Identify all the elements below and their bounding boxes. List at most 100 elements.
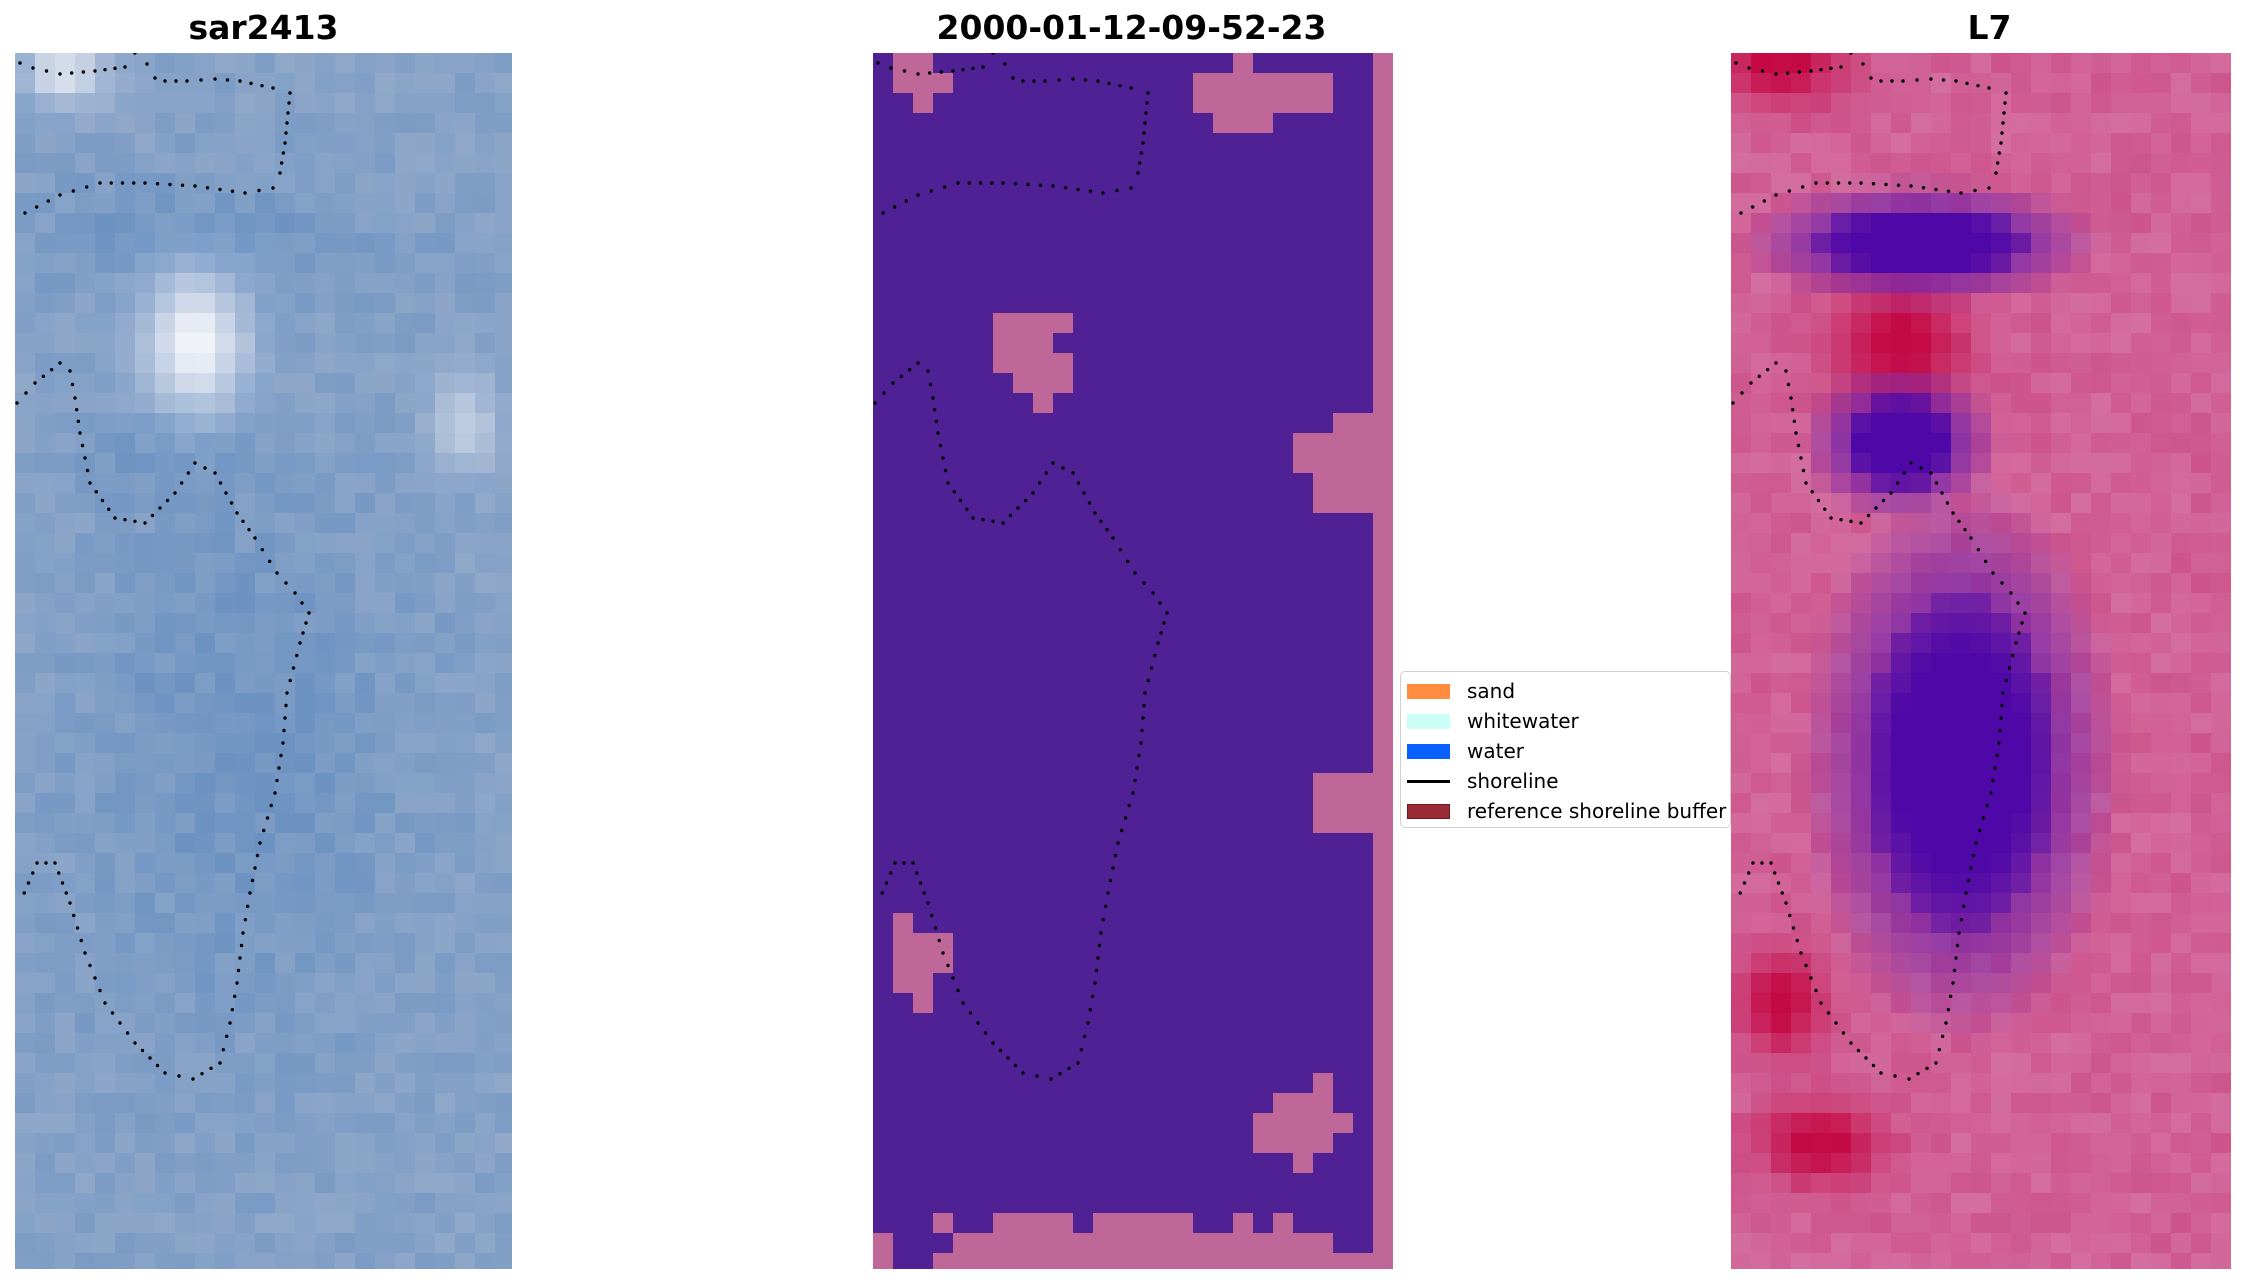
index-pixel (2151, 593, 2171, 613)
index-pixel (2131, 513, 2151, 533)
rgb-pixel (95, 273, 115, 293)
index-pixel (2191, 793, 2211, 813)
rgb-pixel (115, 1233, 135, 1253)
rgb-pixel (35, 933, 55, 953)
index-pixel (2031, 253, 2051, 273)
index-pixel (1771, 853, 1791, 873)
index-pixel (2011, 933, 2031, 953)
rgb-pixel (115, 953, 135, 973)
rgb-pixel (255, 113, 275, 133)
index-pixel (2171, 813, 2191, 833)
shoreline-point (884, 881, 889, 885)
index-pixel (2091, 1253, 2111, 1269)
index-pixel (1751, 553, 1771, 573)
index-pixel (2151, 673, 2171, 693)
shoreline-point (1790, 407, 1795, 412)
rgb-pixel (235, 613, 255, 633)
shoreline-point (148, 1056, 152, 1060)
shoreline-point (235, 981, 239, 985)
index-pixel (1931, 413, 1951, 433)
rgb-pixel (415, 133, 435, 153)
rgb-pixel (455, 273, 475, 293)
index-pixel (2091, 1013, 2111, 1033)
rgb-pixel (275, 1193, 295, 1213)
shoreline-point (880, 891, 884, 895)
rgb-pixel (475, 793, 495, 813)
rgb-pixel (75, 413, 95, 433)
index-pixel (1931, 453, 1951, 473)
shoreline-point (1814, 988, 1818, 993)
index-pixel (1911, 233, 1931, 253)
shoreline-point (882, 391, 886, 395)
index-pixel (2211, 613, 2231, 633)
sand-pixel (1293, 1233, 1313, 1253)
index-pixel (1951, 553, 1971, 573)
index-pixel (1831, 593, 1851, 613)
rgb-pixel (155, 53, 175, 73)
index-pixel (2151, 833, 2171, 853)
rgb-pixel (15, 133, 35, 153)
index-pixel (1911, 1053, 1931, 1073)
index-pixel (1951, 853, 1971, 873)
shoreline-point (1819, 67, 1823, 72)
shoreline-point (15, 401, 19, 405)
index-pixel (1911, 193, 1931, 213)
index-pixel (1811, 293, 1831, 313)
index-pixel (2171, 153, 2191, 173)
shoreline-point (1037, 481, 1042, 485)
rgb-pixel (475, 473, 495, 493)
index-pixel (2091, 613, 2111, 633)
shoreline-point (265, 816, 270, 820)
shoreline-point (75, 926, 80, 930)
shoreline-point (1791, 926, 1796, 930)
rgb-pixel (255, 433, 275, 453)
index-pixel (2051, 473, 2071, 493)
shoreline-point (1954, 956, 1958, 960)
rgb-pixel (335, 973, 355, 993)
rgb-pixel (315, 953, 335, 973)
index-pixel (1911, 633, 1931, 653)
shoreline-point (1011, 76, 1015, 80)
rgb-pixel (15, 733, 35, 753)
shoreline-point (245, 904, 250, 909)
index-pixel (1791, 453, 1811, 473)
rgb-pixel (95, 53, 115, 73)
index-pixel (1731, 1093, 1751, 1113)
index-pixel (2131, 793, 2151, 813)
rgb-pixel (375, 1133, 395, 1153)
index-pixel (1911, 173, 1931, 193)
rgb-pixel (175, 993, 195, 1013)
index-pixel (2191, 593, 2211, 613)
index-pixel (1871, 513, 1891, 533)
index-pixel (1911, 293, 1931, 313)
index-pixel (1831, 113, 1851, 133)
shoreline-point (1051, 184, 1055, 188)
rgb-pixel (475, 613, 495, 633)
index-pixel (1891, 473, 1911, 493)
legend-label: water (1467, 739, 1524, 763)
sand-pixel (1033, 393, 1053, 413)
rgb-pixel (235, 973, 255, 993)
index-pixel (1931, 653, 1951, 673)
index-pixel (2071, 873, 2091, 893)
index-pixel (1931, 1093, 1951, 1113)
rgb-pixel (375, 1173, 395, 1193)
rgb-pixel (235, 1113, 255, 1133)
index-pixel (2111, 73, 2131, 93)
index-pixel (2071, 253, 2091, 273)
sand-pixel (1333, 773, 1353, 793)
index-pixel (2031, 1113, 2051, 1133)
rgb-pixel (275, 593, 295, 613)
shoreline-point (893, 861, 897, 865)
index-pixel (1951, 1073, 1971, 1093)
shoreline-point (57, 871, 61, 875)
sand-pixel (1353, 1253, 1373, 1269)
rgb-pixel (175, 113, 195, 133)
rgb-pixel (335, 453, 355, 473)
rgb-pixel (95, 1253, 115, 1269)
index-pixel (2131, 233, 2151, 253)
rgb-pixel (155, 733, 175, 753)
index-pixel (1811, 1113, 1831, 1133)
index-pixel (2211, 453, 2231, 473)
rgb-pixel (375, 753, 395, 773)
